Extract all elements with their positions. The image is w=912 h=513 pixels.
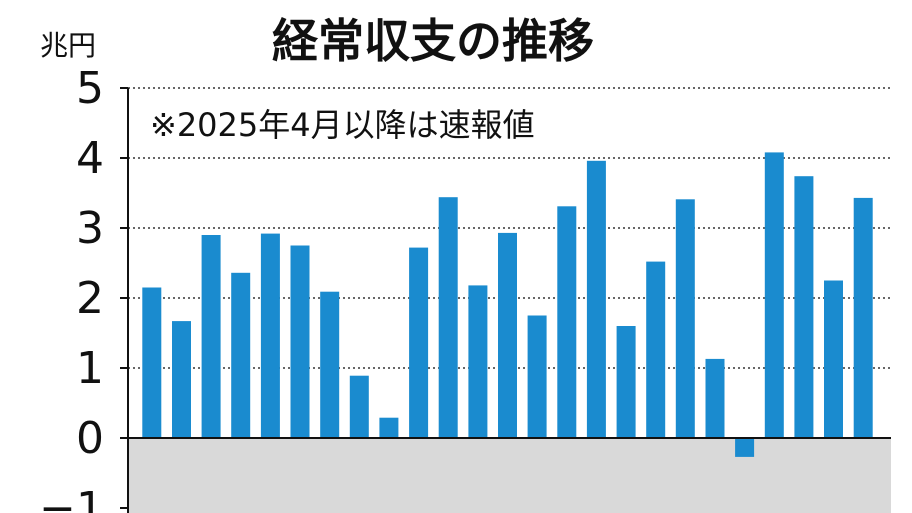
y-tick-label: 1 — [76, 343, 104, 394]
y-tick-label: 0 — [76, 413, 104, 464]
bar — [409, 247, 429, 438]
bar — [705, 358, 725, 438]
y-tick-label: 3 — [76, 203, 104, 254]
y-tick-label: 5 — [76, 63, 104, 114]
chart-title: 経常収支の推移 — [272, 14, 594, 68]
bar — [675, 199, 695, 438]
y-tick-label: 4 — [76, 133, 104, 184]
bar — [735, 438, 755, 457]
bar — [260, 233, 280, 438]
y-tick-label: 2 — [76, 273, 104, 324]
bar — [349, 375, 369, 438]
unit-label: 兆円 — [40, 29, 96, 62]
bar — [794, 176, 814, 438]
bar — [438, 197, 458, 438]
bar — [824, 280, 843, 438]
bar — [379, 417, 399, 438]
bar — [231, 272, 251, 438]
bar — [616, 326, 636, 438]
bar — [853, 197, 873, 438]
bar — [468, 285, 488, 438]
bar — [320, 291, 340, 438]
bar — [646, 261, 666, 438]
y-tick-label: −1 — [39, 483, 104, 513]
bar — [201, 235, 221, 438]
bar — [290, 245, 310, 438]
bar — [142, 287, 162, 438]
bars — [142, 152, 873, 457]
bar — [498, 232, 517, 438]
chart-note: ※2025年4月以降は速報値 — [150, 106, 535, 144]
negative-region — [128, 438, 891, 513]
bar — [764, 152, 784, 438]
bar — [586, 160, 606, 439]
bar — [527, 315, 547, 438]
bar — [557, 206, 577, 438]
bar — [172, 321, 191, 438]
y-tick-labels: 5 4 3 2 1 0 −1 — [39, 63, 104, 513]
axes — [120, 87, 891, 513]
